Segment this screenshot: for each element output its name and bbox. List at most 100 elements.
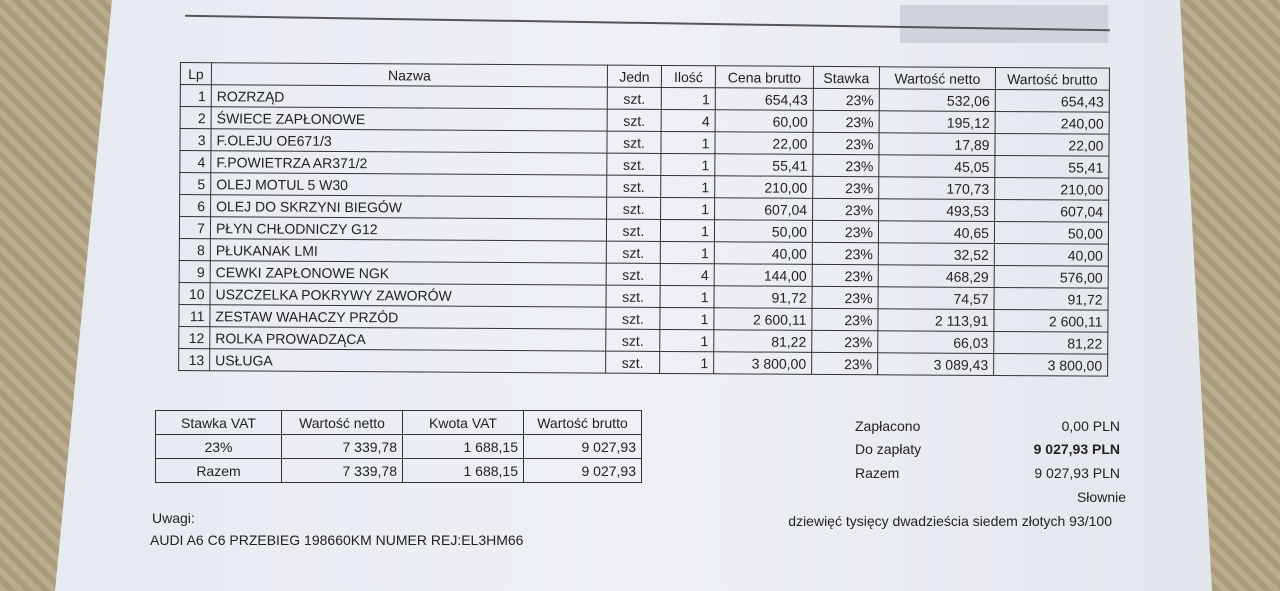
table-cell: 493,53 [878, 198, 995, 222]
table-cell: 23% [813, 88, 880, 111]
table-cell: 1 688,15 [402, 434, 524, 459]
table-cell: 23% [812, 286, 879, 309]
table-cell: 23% [811, 330, 878, 353]
column-header: Wartość brutto [995, 67, 1110, 91]
table-cell: F.POWIETRZA AR371/2 [210, 150, 607, 176]
table-cell: 50,00 [714, 219, 813, 243]
column-header: Stawka VAT [155, 410, 282, 435]
table-cell: 4 [179, 150, 211, 173]
table-cell: 2 [180, 106, 212, 129]
table-cell: 654,43 [715, 87, 814, 111]
table-cell: 23% [812, 154, 879, 177]
table-cell: 170,73 [878, 176, 995, 200]
table-cell: Razem [155, 458, 282, 483]
table-cell: 1 [659, 329, 714, 352]
table-cell: 1 [660, 153, 715, 176]
table-cell: 9 [179, 260, 211, 283]
table-cell: 22,00 [994, 133, 1110, 157]
column-header: Jedn [607, 65, 662, 88]
table-cell: szt. [606, 241, 661, 264]
table-cell: szt. [606, 153, 661, 176]
table-cell: 210,00 [714, 175, 813, 199]
table-cell: 23% [811, 352, 878, 375]
column-header: Lp [180, 62, 212, 85]
table-cell: szt. [606, 219, 661, 242]
table-cell: szt. [607, 87, 662, 110]
column-header: Wartość brutto [523, 410, 642, 435]
table-cell: 91,72 [994, 287, 1109, 311]
total-label: Razem [855, 465, 900, 481]
table-cell: 91,72 [714, 285, 813, 309]
table-cell: 3 800,00 [993, 353, 1108, 377]
table-cell: CEWKI ZAPŁONOWE NGK [210, 260, 607, 286]
table-cell: szt. [605, 351, 660, 374]
table-cell: 10 [179, 282, 211, 305]
table-cell: 532,06 [879, 88, 996, 112]
table-cell: 40,00 [994, 243, 1109, 267]
table-cell: ZESTAW WAHACZY PRZÓD [209, 304, 607, 330]
table-cell: 55,41 [994, 155, 1109, 179]
table-cell: 4 [661, 109, 716, 132]
table-cell: PŁYN CHŁODNICZY G12 [210, 216, 607, 242]
column-header: Cena brutto [715, 65, 814, 89]
column-header: Ilość [661, 65, 716, 88]
notes-text: AUDI A6 C6 PRZEBIEG 198660KM NUMER REJ:E… [150, 532, 524, 548]
table-row: 23% 7 339,78 1 688,15 9 027,93 [155, 434, 642, 459]
table-cell: 23% [812, 198, 879, 221]
table-cell: USZCZELKA POKRYWY ZAWORÓW [210, 282, 607, 308]
items-table: Lp Nazwa Jedn Ilość Cena brutto Stawka Wartość… [178, 62, 1110, 377]
table-cell: 4 [660, 263, 715, 286]
table-cell: 576,00 [994, 265, 1109, 289]
table-cell: 7 339,78 [281, 458, 403, 483]
table-cell: 12 [178, 326, 210, 349]
header-shaded-bar [900, 5, 1108, 43]
column-header: Kwota VAT [402, 410, 524, 435]
table-cell: 1 [660, 197, 715, 220]
table-cell: 1 [180, 84, 212, 107]
table-cell: 23% [812, 132, 880, 155]
column-header: Wartość netto [281, 410, 403, 435]
table-cell: szt. [605, 329, 660, 352]
table-cell: 23% [812, 242, 879, 265]
notes-label: Uwagi: [152, 510, 195, 526]
table-cell: 5 [179, 172, 211, 195]
table-cell: 3 800,00 [713, 351, 812, 375]
table-cell: 3 089,43 [877, 352, 994, 376]
table-cell: 40,65 [878, 220, 995, 244]
table-cell: OLEJ MOTUL 5 W30 [210, 172, 607, 198]
column-header: Nazwa [211, 62, 608, 88]
table-cell: 1 [660, 241, 715, 264]
table-cell: 144,00 [714, 263, 813, 287]
table-cell: 23% [155, 434, 282, 459]
due-value: 9 027,93 PLN [1033, 441, 1120, 457]
table-cell: ROLKA PROWADZĄCA [209, 326, 606, 352]
table-cell: 6 [179, 194, 211, 217]
table-cell: 9 027,93 [523, 458, 642, 483]
table-cell: 60,00 [715, 109, 814, 133]
table-cell: OLEJ DO SKRZYNI BIEGÓW [210, 194, 607, 220]
table-cell: 1 [659, 351, 714, 374]
table-cell: 50,00 [994, 221, 1109, 245]
paid-label: Zapłacono [855, 418, 921, 434]
table-cell: 23% [812, 176, 879, 199]
table-cell: F.OLEJU OE671/3 [210, 128, 608, 154]
paid-row: Zapłacono 0,00 PLN [855, 418, 1120, 434]
table-cell: 210,00 [994, 177, 1109, 201]
table-cell: 2 113,91 [877, 308, 995, 332]
column-header: Stawka [813, 66, 880, 89]
table-cell: 13 [178, 348, 210, 371]
table-cell: 654,43 [995, 89, 1110, 113]
table-cell: 468,29 [878, 264, 995, 288]
table-cell: 240,00 [995, 111, 1110, 135]
table-cell: 40,00 [714, 241, 813, 265]
table-cell: 7 [179, 216, 211, 239]
table-cell: 195,12 [879, 110, 996, 134]
table-cell: 2 600,11 [993, 309, 1109, 333]
table-cell: 32,52 [878, 242, 995, 266]
table-cell: 23% [812, 264, 879, 287]
table-cell: 7 339,78 [281, 434, 403, 459]
table-cell: 55,41 [714, 153, 813, 177]
table-cell: szt. [607, 109, 662, 132]
table-cell: 1 [659, 307, 715, 330]
